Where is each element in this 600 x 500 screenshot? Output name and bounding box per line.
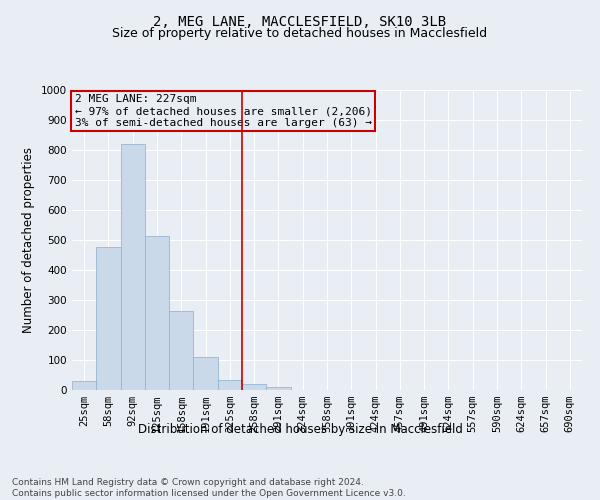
Bar	[121, 144, 145, 390]
Text: Distribution of detached houses by size in Macclesfield: Distribution of detached houses by size …	[137, 422, 463, 436]
Text: Contains HM Land Registry data © Crown copyright and database right 2024.
Contai: Contains HM Land Registry data © Crown c…	[12, 478, 406, 498]
Bar	[218, 380, 242, 390]
Text: 2, MEG LANE, MACCLESFIELD, SK10 3LB: 2, MEG LANE, MACCLESFIELD, SK10 3LB	[154, 15, 446, 29]
Bar	[266, 387, 290, 390]
Bar	[242, 384, 266, 390]
Text: 2 MEG LANE: 227sqm
← 97% of detached houses are smaller (2,206)
3% of semi-detac: 2 MEG LANE: 227sqm ← 97% of detached hou…	[74, 94, 371, 128]
Y-axis label: Number of detached properties: Number of detached properties	[22, 147, 35, 333]
Bar	[145, 236, 169, 390]
Bar	[96, 246, 121, 390]
Bar	[193, 357, 218, 390]
Text: Size of property relative to detached houses in Macclesfield: Size of property relative to detached ho…	[112, 28, 488, 40]
Bar	[72, 381, 96, 390]
Bar	[169, 310, 193, 390]
